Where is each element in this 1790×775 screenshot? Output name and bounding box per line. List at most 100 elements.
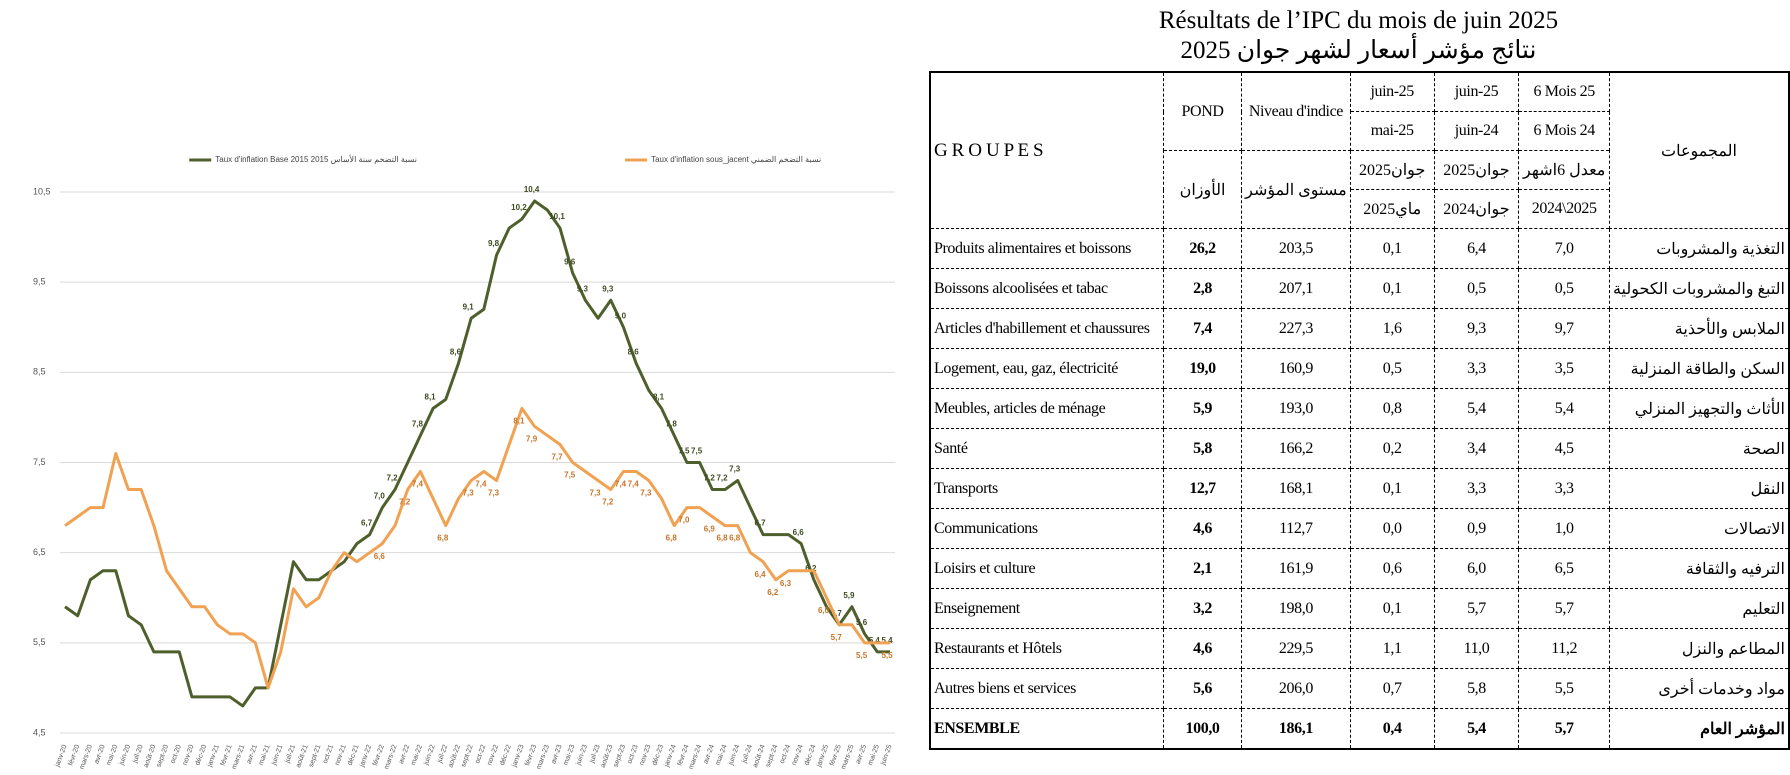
x-tick-label: juin-22 [423,744,437,767]
header-cell: G R O U P E S [929,71,1165,229]
x-tick-label: févr-21 [220,744,234,767]
data-label: 7,2 [716,474,728,483]
header-cell: جوان2025 [1433,150,1520,190]
table-row: Produits alimentaires et boissons 26,2 203… [929,228,1790,269]
header-cell: ماي2025 [1349,189,1435,229]
table-cell: 9,3 [1433,308,1520,349]
x-tick-label: déc-22 [499,744,513,767]
table-cell: 0,4 [1349,708,1435,750]
x-tick-label: avr-23 [550,744,563,765]
data-label: 7,3 [463,489,475,498]
x-tick-label: sept-22 [460,744,475,768]
table-cell: 186,1 [1241,708,1351,750]
x-tick-label: mai-25 [867,744,881,767]
data-label: 5,5 [856,651,868,660]
table-cell: Restaurants et Hôtels [929,628,1165,669]
data-label: 7,3 [590,489,602,498]
table-cell: المطاعم والنزل [1608,628,1790,669]
x-tick-label: mars-24 [688,744,703,771]
table-cell: Communications [929,508,1165,549]
table-cell: 4,6 [1163,508,1243,549]
x-tick-label: févr-22 [372,744,386,767]
legend-label: Taux d'inflation sous_jacent نسبة التضخم… [651,155,821,164]
x-tick-label: avr-22 [398,744,411,765]
table-cell: 207,1 [1241,268,1351,309]
table-cell: مواد وخدمات أخرى [1608,668,1790,709]
legend-label: Taux d'inflation Base 2015 نسبة التضخم س… [215,154,417,164]
x-tick-label: mars-23 [536,744,551,771]
x-tick-label: sept-24 [765,744,780,768]
table-row: Transports 12,7 168,1 0,1 3,3 3,3 النقل [929,468,1790,509]
table-cell: 4,6 [1163,628,1243,669]
table-cell: Logement, eau, gaz, électricité [929,348,1165,389]
table-cell: 0,2 [1349,428,1435,469]
data-label: 7,4 [615,480,627,489]
data-label: 9,1 [463,302,475,311]
series-line [64,199,890,708]
table-cell: المؤشر العام [1608,708,1790,750]
table-cell: 6,4 [1433,228,1520,269]
x-tick-label: nov-21 [334,744,348,767]
x-tick-label: oct-21 [322,744,335,765]
data-label: 6,6 [374,552,386,561]
data-label: 6,2 [805,564,817,573]
table-cell: الترفيه والثقافة [1608,548,1790,589]
table-cell: 229,5 [1241,628,1351,669]
header-row: G R O U P E S POND Niveau d'indice juin-… [929,71,1790,229]
x-tick-label: juil-22 [436,744,449,765]
table-cell: 0,8 [1349,388,1435,429]
header-cell: mai-25 [1349,111,1435,151]
table-cell: النقل [1608,468,1790,509]
table-cell: 5,7 [1518,708,1610,750]
x-tick-label: févr-20 [67,744,81,767]
x-tick-label: mars-25 [840,744,855,771]
data-label: 7,2 [386,474,398,483]
table-cell: 3,3 [1518,468,1610,509]
data-label: 6,6 [793,528,805,537]
x-tick-label: juin-25 [880,744,894,767]
table-cell: 161,9 [1241,548,1351,589]
table-cell: 9,7 [1518,308,1610,349]
table-cell: 112,7 [1241,508,1351,549]
data-label: 6,7 [361,519,373,528]
table-cell: 3,3 [1433,348,1520,389]
x-tick-label: févr-25 [829,744,843,767]
y-tick-label: 5,5 [33,637,46,647]
table-cell: 5,6 [1163,668,1243,709]
y-tick-label: 10,5 [33,186,51,196]
data-label: 7,8 [412,420,424,429]
x-tick-label: déc-21 [347,744,361,767]
table-row: ENSEMBLE 100,0 186,1 0,4 5,4 5,7 المؤشر العام [929,708,1790,750]
data-label: 9,6 [564,257,576,266]
table-cell: 26,2 [1163,228,1243,269]
data-label: 7,3 [640,489,652,498]
x-tick-label: mars-22 [383,744,398,771]
x-tick-label: mai-23 [562,744,576,767]
data-label: 5,9 [843,591,855,600]
x-tick-label: nov-23 [639,744,653,767]
header-cell: المجموعات [1608,71,1790,229]
data-label: 8,6 [450,347,462,356]
header-cell: POND [1163,71,1243,151]
table-cell: 3,4 [1433,428,1520,469]
table-cell: 0,1 [1349,228,1435,269]
table-cell: 3,5 [1518,348,1610,389]
table-cell: 7,4 [1163,308,1243,349]
data-label: 6,7 [755,519,767,528]
table-cell: 0,0 [1349,508,1435,549]
table-cell: 1,6 [1349,308,1435,349]
data-label: 7,0 [374,492,386,501]
header-row: mai-25 juin-24 6 Mois 24 [930,111,1789,151]
data-label: 6,8 [666,534,678,543]
data-label: 9,3 [577,284,589,293]
x-tick-label: mai-22 [410,744,424,767]
x-tick-label: avr-21 [246,744,259,765]
data-label: 7,9 [526,435,538,444]
table-cell: Articles d'habillement et chaussures [929,308,1165,349]
data-label: 10,2 [511,203,527,212]
x-tick-label: juin-20 [118,744,132,767]
data-label: 8,1 [425,393,437,402]
x-tick-label: mars-21 [231,744,246,771]
data-label: 7,8 [666,420,678,429]
